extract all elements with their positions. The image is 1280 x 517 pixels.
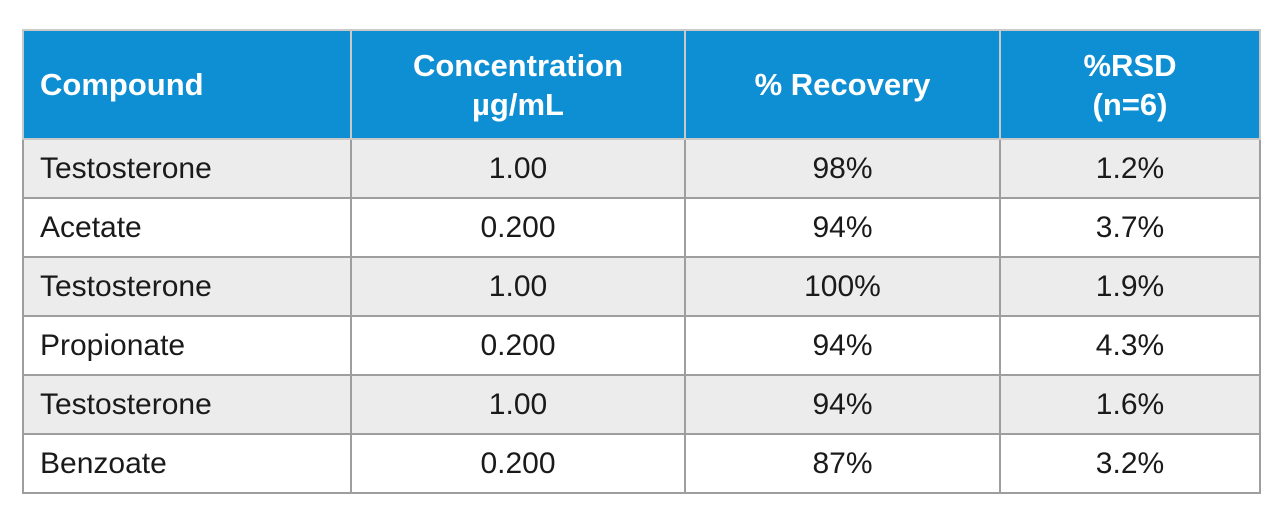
cell-recovery: 94% — [684, 197, 1001, 258]
cell-concentration: 0.200 — [350, 433, 686, 494]
table-row: Testosterone 1.00 94% 1.6% — [22, 374, 1261, 435]
table-row: Propionate 0.200 94% 4.3% — [22, 315, 1261, 376]
cell-concentration: 0.200 — [350, 315, 686, 376]
cell-rsd: 1.9% — [999, 256, 1261, 317]
header-compound: Compound — [22, 29, 352, 140]
cell-recovery: 87% — [684, 433, 1001, 494]
table-row: Acetate 0.200 94% 3.7% — [22, 197, 1261, 258]
table-row: Testosterone 1.00 100% 1.9% — [22, 256, 1261, 317]
table-row: Benzoate 0.200 87% 3.2% — [22, 433, 1261, 494]
cell-recovery: 100% — [684, 256, 1001, 317]
header-recovery-label: % Recovery — [754, 67, 931, 102]
cell-compound: Acetate — [22, 197, 352, 258]
cell-compound: Testosterone — [22, 138, 352, 199]
header-concentration-unit: µg/mL — [472, 86, 564, 122]
results-table: Compound Concentration µg/mL % Recovery … — [22, 29, 1261, 494]
cell-compound: Testosterone — [22, 256, 352, 317]
cell-rsd: 1.6% — [999, 374, 1261, 435]
cell-recovery: 94% — [684, 374, 1001, 435]
header-compound-label: Compound — [40, 67, 204, 102]
table-row: Testosterone 1.00 98% 1.2% — [22, 138, 1261, 199]
table-body: Testosterone 1.00 98% 1.2% Acetate 0.200… — [22, 138, 1261, 494]
cell-rsd: 3.7% — [999, 197, 1261, 258]
cell-recovery: 94% — [684, 315, 1001, 376]
cell-rsd: 4.3% — [999, 315, 1261, 376]
cell-rsd: 3.2% — [999, 433, 1261, 494]
table-header: Compound Concentration µg/mL % Recovery … — [22, 29, 1261, 140]
cell-concentration: 1.00 — [350, 374, 686, 435]
cell-concentration: 1.00 — [350, 138, 686, 199]
header-concentration-label: Concentration — [412, 47, 624, 83]
header-recovery: % Recovery — [684, 29, 1001, 140]
cell-compound: Propionate — [22, 315, 352, 376]
cell-compound: Benzoate — [22, 433, 352, 494]
cell-rsd: 1.2% — [999, 138, 1261, 199]
cell-concentration: 1.00 — [350, 256, 686, 317]
cell-compound: Testosterone — [22, 374, 352, 435]
header-rsd-sample-count: (n=6) — [1092, 86, 1168, 122]
header-rsd: %RSD (n=6) — [999, 29, 1261, 140]
header-concentration: Concentration µg/mL — [350, 29, 686, 140]
cell-recovery: 98% — [684, 138, 1001, 199]
header-row: Compound Concentration µg/mL % Recovery … — [22, 29, 1261, 140]
cell-concentration: 0.200 — [350, 197, 686, 258]
header-rsd-label: %RSD — [1083, 47, 1177, 83]
